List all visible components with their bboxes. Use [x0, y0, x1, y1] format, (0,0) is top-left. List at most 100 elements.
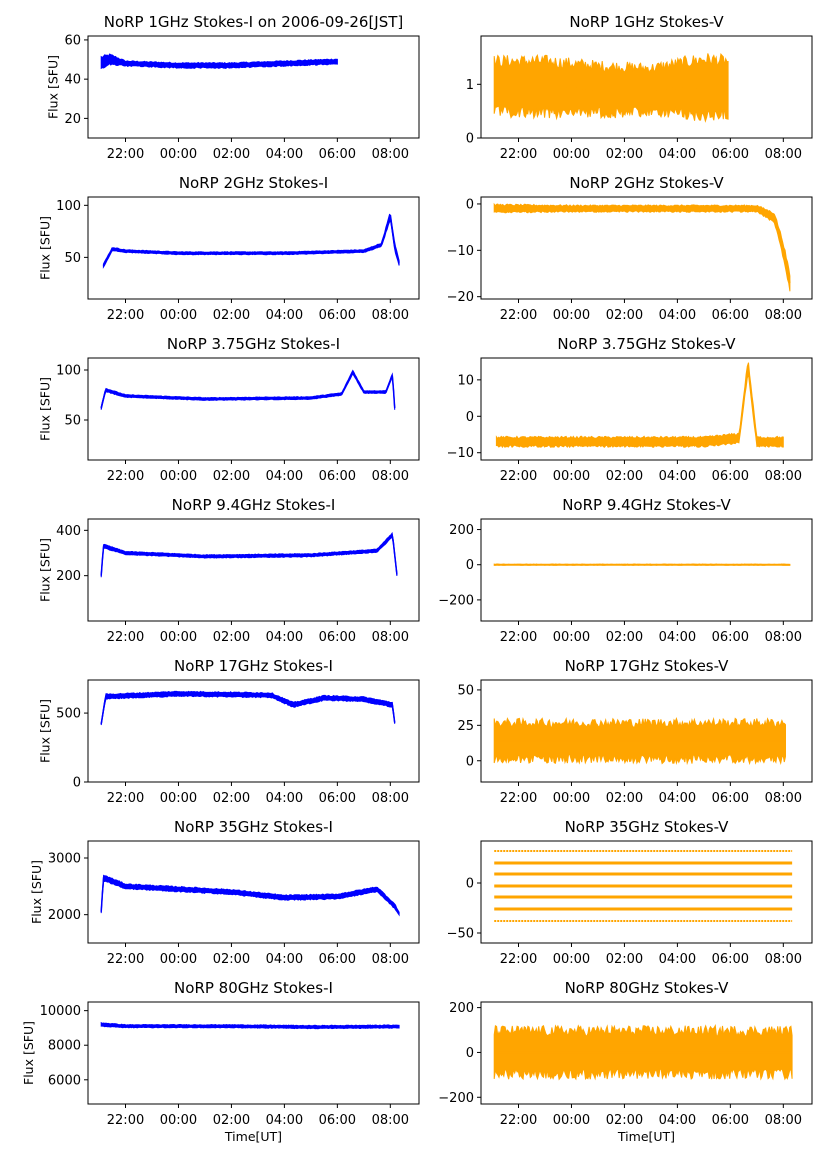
panel-title: NoRP 1GHz Stokes-I on 2006-09-26[JST] — [104, 13, 404, 31]
x-tick-label: 06:00 — [319, 791, 356, 806]
x-tick-label: 06:00 — [712, 308, 749, 323]
y-tick-label: 60 — [64, 33, 81, 48]
x-tick-label: 22:00 — [107, 952, 144, 967]
plot-frame — [87, 840, 420, 944]
x-tick-label: 00:00 — [553, 1113, 590, 1128]
data-line — [101, 1023, 400, 1028]
data-line — [102, 217, 400, 267]
x-axis-label: Time[UT] — [224, 1129, 282, 1144]
x-axis-label: Time[UT] — [617, 1129, 675, 1144]
x-tick-label: 02:00 — [213, 791, 250, 806]
panel-i2: 22:00 00:00 02:00 04:00 06:00 08:00 50 100 NoRP … — [37, 174, 420, 323]
panel-title: NoRP 80GHz Stokes-I — [174, 979, 333, 997]
panel-title: NoRP 17GHz Stokes-V — [565, 657, 730, 675]
data-band — [100, 874, 400, 917]
x-tick-label: 06:00 — [712, 791, 749, 806]
series-i7 — [100, 1021, 400, 1030]
y-axis-label: Flux [SFU] — [46, 55, 61, 119]
x-tick-label: 00:00 — [553, 308, 590, 323]
data-line — [100, 876, 400, 914]
panel-title: NoRP 2GHz Stokes-I — [179, 174, 328, 192]
panel-v5: 22:00 00:00 02:00 04:00 06:00 08:00 50 25 0 NoRP … — [457, 657, 813, 806]
x-tick-label: 02:00 — [606, 630, 643, 645]
y-tick-label: 200 — [449, 1001, 474, 1016]
x-tick-label: 22:00 — [107, 469, 144, 484]
y-tick-label: −200 — [438, 593, 474, 608]
x-tick-label: 02:00 — [606, 791, 643, 806]
series-v1 — [493, 52, 729, 123]
y-tick-label: 200 — [56, 569, 81, 584]
y-tick-label: 6000 — [48, 1073, 81, 1088]
panel-title: NoRP 9.4GHz Stokes-V — [562, 496, 731, 514]
x-tick-label: 22:00 — [107, 791, 144, 806]
x-tick-label: 04:00 — [266, 791, 303, 806]
x-tick-label: 06:00 — [319, 952, 356, 967]
y-tick-label: −200 — [438, 1091, 474, 1106]
x-tick-label: 00:00 — [553, 630, 590, 645]
x-tick-label: 08:00 — [765, 952, 802, 967]
x-tick-label: 04:00 — [659, 1113, 696, 1128]
series-i1 — [100, 53, 338, 70]
y-tick-label: −50 — [447, 927, 474, 942]
x-tick-label: 04:00 — [659, 952, 696, 967]
y-axis-label: Flux [SFU] — [37, 538, 52, 602]
y-tick-label: 3000 — [48, 852, 81, 867]
panel-title: NoRP 9.4GHz Stokes-I — [172, 496, 336, 514]
x-tick-label: 00:00 — [160, 469, 197, 484]
x-tick-label: 04:00 — [659, 469, 696, 484]
y-tick-label: 400 — [56, 524, 81, 539]
x-tick-label: 22:00 — [500, 147, 537, 162]
y-tick-label: 0 — [73, 776, 81, 791]
y-tick-label: 0 — [466, 1046, 474, 1061]
y-tick-label: −10 — [447, 446, 474, 461]
plot-frame — [87, 357, 420, 461]
data-band — [100, 690, 396, 726]
y-tick-label: 25 — [457, 719, 474, 734]
plot-frame — [87, 196, 420, 300]
series-v7 — [493, 1023, 793, 1081]
x-tick-label: 22:00 — [500, 791, 537, 806]
series-v2 — [493, 202, 791, 292]
series-v6 — [494, 850, 793, 922]
panel-i5: 22:00 00:00 02:00 04:00 06:00 08:00 0 500 NoRP 1… — [37, 657, 420, 806]
x-tick-label: 22:00 — [500, 1113, 537, 1128]
x-tick-label: 22:00 — [107, 147, 144, 162]
y-tick-label: 50 — [64, 251, 81, 266]
x-tick-label: 04:00 — [659, 630, 696, 645]
series-i4 — [100, 531, 398, 578]
y-tick-label: 10000 — [40, 1004, 81, 1019]
x-tick-label: 04:00 — [659, 791, 696, 806]
panel-v2: 22:00 00:00 02:00 04:00 06:00 08:00 0 −10 −20 NoR… — [447, 174, 813, 323]
panel-title: NoRP 3.75GHz Stokes-I — [167, 335, 340, 353]
x-tick-label: 00:00 — [160, 952, 197, 967]
x-tick-label: 02:00 — [213, 1113, 250, 1128]
x-tick-label: 22:00 — [500, 630, 537, 645]
plot-frame — [87, 1001, 420, 1105]
x-tick-label: 22:00 — [500, 469, 537, 484]
x-tick-label: 08:00 — [765, 791, 802, 806]
x-tick-label: 02:00 — [213, 630, 250, 645]
x-tick-label: 00:00 — [553, 469, 590, 484]
x-tick-label: 04:00 — [266, 469, 303, 484]
y-axis-label: Flux [SFU] — [29, 860, 44, 924]
x-tick-label: 08:00 — [765, 630, 802, 645]
plot-frame — [480, 1001, 813, 1105]
x-tick-label: 06:00 — [319, 147, 356, 162]
plot-frame — [480, 357, 813, 461]
x-tick-label: 06:00 — [712, 469, 749, 484]
x-tick-label: 08:00 — [765, 1113, 802, 1128]
x-tick-label: 08:00 — [765, 469, 802, 484]
plot-frame — [480, 518, 813, 622]
data-line — [100, 370, 396, 409]
x-tick-label: 02:00 — [213, 147, 250, 162]
y-tick-label: 0 — [466, 754, 474, 769]
x-tick-label: 08:00 — [372, 630, 409, 645]
panel-i3: 22:00 00:00 02:00 04:00 06:00 08:00 50 100 NoRP … — [37, 335, 420, 484]
y-tick-label: 100 — [56, 364, 81, 379]
x-tick-label: 00:00 — [553, 147, 590, 162]
x-tick-label: 02:00 — [213, 469, 250, 484]
data-line — [496, 367, 784, 443]
y-axis-label: Flux [SFU] — [37, 377, 52, 441]
x-tick-label: 04:00 — [266, 952, 303, 967]
plot-frame — [480, 679, 813, 783]
